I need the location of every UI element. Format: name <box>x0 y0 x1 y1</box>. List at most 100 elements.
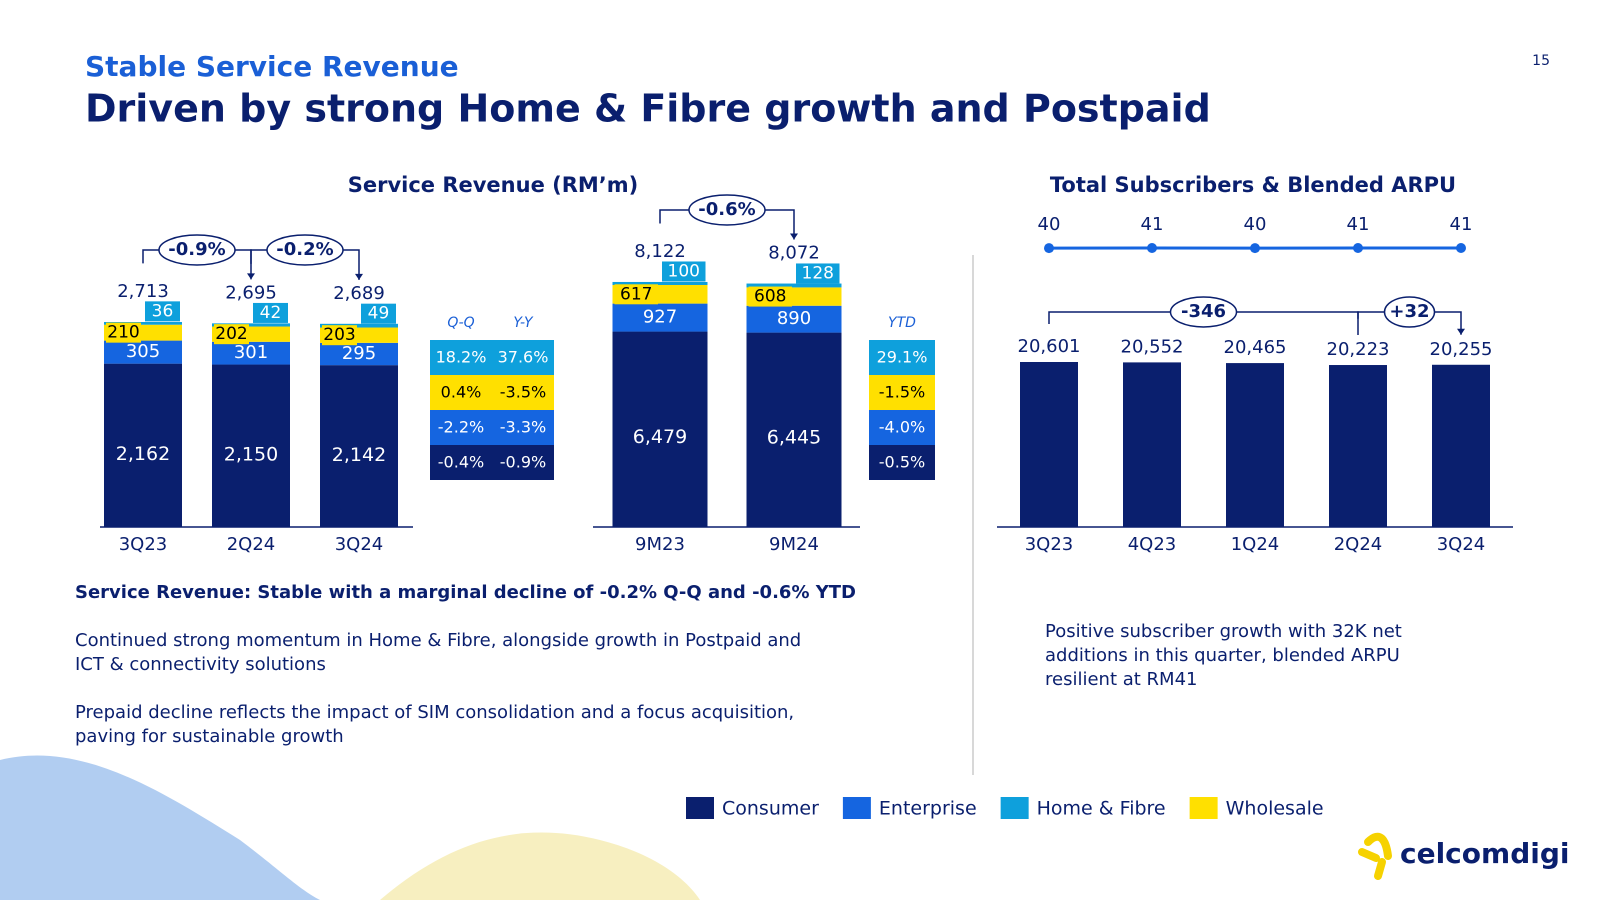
value-label: 20,255 <box>1430 339 1493 360</box>
value-label: 202 <box>215 324 247 344</box>
label-box <box>361 303 396 324</box>
x-tick-label: 2Q24 <box>1334 534 1383 555</box>
decoration <box>380 832 700 900</box>
value-label: 20,465 <box>1224 337 1287 358</box>
notes-text: Continued strong momentum in Home & Fibr… <box>75 630 801 651</box>
value-label: 927 <box>643 307 677 328</box>
total-label: 8,122 <box>634 241 686 262</box>
value-label: 210 <box>107 323 139 343</box>
line-point <box>1147 243 1157 253</box>
growth-badge <box>1169 296 1238 328</box>
bar-segment <box>104 363 182 527</box>
table-cell: 29.1% <box>877 348 928 367</box>
line-label: 40 <box>1038 214 1061 235</box>
arrow <box>790 233 798 240</box>
x-tick-label: 2Q24 <box>227 534 276 555</box>
label-box <box>748 286 792 307</box>
line-label: 41 <box>1141 214 1164 235</box>
growth-label: -0.2% <box>276 239 333 260</box>
bar <box>1432 364 1490 527</box>
label-box <box>145 301 180 322</box>
table-row <box>430 340 554 375</box>
line-point <box>1353 243 1363 253</box>
chart-title: Total Subscribers & Blended ARPU <box>1050 173 1456 197</box>
table-cell: -1.5% <box>879 383 925 402</box>
value-label: 20,223 <box>1327 339 1390 360</box>
value-label: 6,479 <box>633 426 687 448</box>
table-cell: -0.4% <box>438 453 484 472</box>
decoration <box>0 755 320 900</box>
value-label: 20,601 <box>1018 336 1081 357</box>
legend-label: Consumer <box>722 798 819 820</box>
page-number: 15 <box>1532 53 1550 69</box>
growth-label: +32 <box>1389 301 1429 322</box>
growth-label: -346 <box>1181 301 1226 322</box>
legend-swatch <box>686 797 714 819</box>
value-label: 6,445 <box>767 427 821 449</box>
label-box <box>106 322 141 343</box>
legend-label: Wholesale <box>1226 798 1324 820</box>
table-cell: -0.9% <box>500 453 546 472</box>
value-label: 617 <box>620 284 652 304</box>
value-label: 890 <box>777 308 811 329</box>
x-tick-label: 1Q24 <box>1231 534 1280 555</box>
label-box <box>662 261 706 282</box>
value-label: 2,150 <box>224 444 278 466</box>
bar-segment <box>212 341 290 365</box>
table-row <box>869 410 935 445</box>
logo-mark <box>1358 832 1392 880</box>
subtitle: Stable Service Revenue <box>85 50 459 83</box>
bar-segment <box>320 365 398 527</box>
value-label: 100 <box>668 261 700 281</box>
label-box <box>614 284 658 305</box>
table-header: Y-Y <box>513 315 534 331</box>
x-tick-label: 9M24 <box>769 534 819 555</box>
total-label: 2,713 <box>117 281 169 302</box>
value-label: 305 <box>126 341 160 362</box>
legend-swatch <box>1000 797 1029 819</box>
line-point <box>1044 243 1054 254</box>
label-box <box>214 324 249 345</box>
table-row <box>430 375 554 410</box>
table-cell: 0.4% <box>441 383 482 402</box>
table-row <box>869 375 935 410</box>
notes-heading: Service Revenue: Stable with a marginal … <box>75 582 856 603</box>
growth-badge <box>266 234 344 266</box>
bar-segment <box>104 322 182 325</box>
table-cell: 37.6% <box>498 348 549 367</box>
bar <box>1329 365 1387 527</box>
bar <box>1123 362 1181 527</box>
arrow <box>1457 328 1465 335</box>
value-label: 2,142 <box>332 444 386 466</box>
table-cell: -4.0% <box>879 418 925 437</box>
growth-badge <box>158 234 236 266</box>
value-label: 20,552 <box>1121 336 1184 357</box>
bar-segment <box>612 281 708 285</box>
x-tick-label: 4Q23 <box>1128 534 1177 555</box>
total-label: 8,072 <box>768 243 820 264</box>
bar-segment <box>320 323 398 328</box>
bar-segment <box>104 340 182 364</box>
bar-segment <box>746 283 842 288</box>
table-header: YTD <box>888 315 916 331</box>
arrow <box>247 273 255 280</box>
table-cell: -3.5% <box>500 383 546 402</box>
table-row <box>869 445 935 480</box>
bar-segment <box>212 364 290 527</box>
x-tick-label: 3Q23 <box>119 534 168 555</box>
legend-swatch <box>842 797 871 819</box>
line-label: 41 <box>1450 214 1473 235</box>
value-label: 128 <box>802 263 834 283</box>
growth-label: -0.9% <box>168 239 225 260</box>
total-label: 2,689 <box>333 283 385 304</box>
value-label: 42 <box>260 303 282 323</box>
value-label: 608 <box>754 287 786 307</box>
x-tick-label: 3Q24 <box>1437 534 1486 555</box>
line-label: 40 <box>1244 214 1267 235</box>
table-cell: -3.3% <box>500 418 546 437</box>
x-tick-label: 3Q23 <box>1025 534 1074 555</box>
line-point <box>1456 243 1466 253</box>
legend-swatch <box>1189 797 1218 819</box>
